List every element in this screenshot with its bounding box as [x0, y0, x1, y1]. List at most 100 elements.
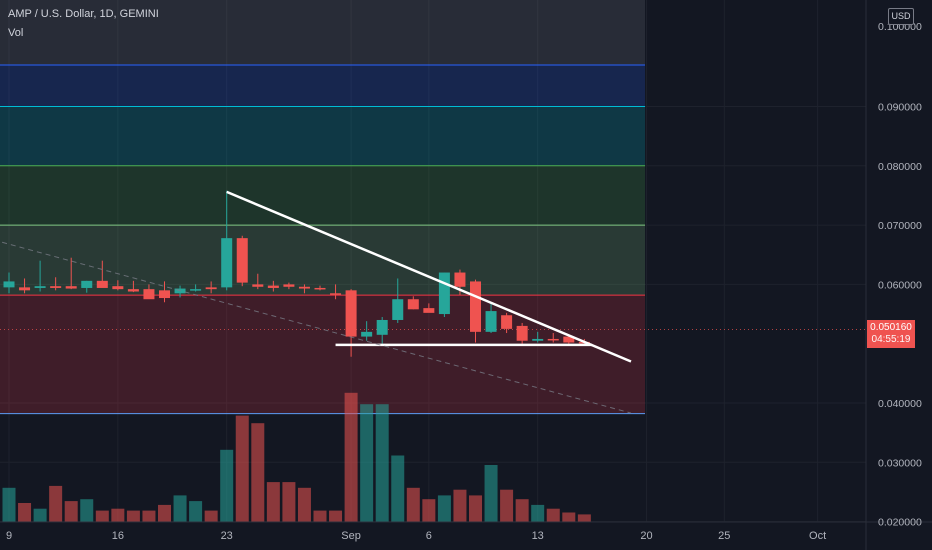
candle-body[interactable] — [345, 290, 357, 337]
volume-bar — [391, 455, 405, 522]
candle-body[interactable] — [314, 287, 326, 290]
candle-body[interactable] — [283, 284, 295, 287]
volume-bar — [375, 404, 389, 522]
volume-bar — [111, 508, 125, 522]
fib-zone — [0, 295, 645, 414]
volume-bar — [33, 508, 47, 522]
candle-body[interactable] — [298, 286, 310, 289]
volume-bar — [235, 415, 249, 522]
volume-bar — [49, 485, 63, 522]
volume-bar — [251, 423, 265, 522]
volume-bar — [515, 499, 529, 522]
volume-bar — [220, 449, 234, 522]
price-axis-label: 0.030000 — [878, 457, 922, 469]
volume-bar — [531, 504, 545, 522]
candle-body[interactable] — [190, 289, 202, 291]
time-axis-label: 23 — [221, 530, 233, 542]
price-axis-label: 0.090000 — [878, 102, 922, 114]
last-price-value: 0.050160 — [870, 322, 912, 333]
fib-zone — [0, 64, 645, 107]
candle-body[interactable] — [392, 299, 404, 320]
candle-body[interactable] — [376, 319, 388, 335]
time-axis-label: Sep — [341, 530, 361, 542]
volume-bar — [360, 404, 374, 522]
candle-body[interactable] — [81, 280, 93, 288]
volume-bar — [422, 499, 436, 522]
candle-body[interactable] — [501, 315, 513, 329]
candle-body[interactable] — [159, 290, 170, 299]
candle-body[interactable] — [34, 286, 46, 288]
volume-bar — [158, 504, 171, 522]
candle-body[interactable] — [143, 289, 155, 300]
volume-bar — [562, 512, 576, 522]
volume-bar — [546, 508, 560, 522]
bar-countdown: 04:55:19 — [871, 334, 911, 345]
time-axis-label: 16 — [112, 530, 124, 542]
candle-body[interactable] — [236, 238, 248, 283]
volume-bar — [142, 510, 156, 522]
candle-body[interactable] — [19, 287, 31, 291]
candle-body[interactable] — [205, 287, 217, 290]
candle-body[interactable] — [361, 331, 373, 337]
candle-body[interactable] — [423, 308, 435, 313]
candle-body[interactable] — [470, 281, 481, 332]
volume-bar — [484, 465, 498, 522]
trendline-dashed[interactable] — [0, 240, 632, 414]
candle-body[interactable] — [532, 338, 544, 341]
last-price-tag: 0.050160 04:55:19 — [867, 320, 915, 348]
volume-bar — [18, 503, 32, 522]
volume-bar — [204, 510, 218, 522]
candle-body[interactable] — [127, 289, 139, 292]
volume-bar — [173, 495, 187, 522]
volume-bar — [437, 495, 451, 522]
candle-body[interactable] — [50, 286, 62, 288]
candle-body[interactable] — [267, 285, 279, 288]
candle-body[interactable] — [547, 338, 559, 341]
volume-bar — [406, 487, 420, 522]
symbol-title[interactable]: AMP / U.S. Dollar, 1D, GEMINI — [8, 8, 159, 20]
volume-bar — [64, 501, 78, 522]
volume-indicator-label[interactable]: Vol — [8, 27, 24, 39]
price-axis-label: 0.060000 — [878, 279, 922, 291]
candle-body[interactable] — [3, 281, 15, 288]
candle-body[interactable] — [516, 325, 528, 341]
currency-badge[interactable]: USD — [888, 8, 914, 25]
time-axis-label: 13 — [532, 530, 544, 542]
volume-bar — [80, 499, 94, 522]
candle-body[interactable] — [485, 311, 497, 332]
volume-bar — [577, 514, 591, 522]
volume-bar — [453, 489, 467, 522]
candle-body[interactable] — [252, 284, 264, 287]
volume-bar — [313, 510, 327, 522]
time-axis-label: 6 — [426, 530, 432, 542]
volume-bar — [282, 482, 296, 522]
time-axis-label: 20 — [640, 530, 652, 542]
volume-bar — [189, 501, 203, 522]
candle-body[interactable] — [563, 336, 575, 343]
volume-bar — [329, 510, 343, 522]
fib-zone — [0, 165, 645, 226]
candle-body[interactable] — [96, 280, 108, 288]
fib-zone — [0, 106, 645, 166]
candle-body[interactable] — [330, 293, 342, 295]
candle-body[interactable] — [438, 272, 450, 315]
trendline[interactable] — [226, 190, 632, 363]
candle-body[interactable] — [407, 299, 419, 310]
candle-body[interactable] — [112, 286, 124, 290]
time-axis-label: Oct — [809, 530, 826, 542]
candle-body[interactable] — [65, 286, 77, 289]
volume-bar — [266, 482, 280, 522]
volume-bar — [2, 487, 16, 522]
volume-bar — [297, 487, 311, 522]
candle-body[interactable] — [221, 238, 233, 288]
candle-body[interactable] — [454, 272, 466, 287]
price-axis-label: 0.020000 — [878, 517, 922, 529]
volume-bar — [469, 495, 482, 522]
volume-bar — [126, 510, 140, 522]
price-axis-label: 0.070000 — [878, 220, 922, 232]
fib-zone — [0, 225, 645, 296]
volume-bar — [344, 392, 358, 522]
